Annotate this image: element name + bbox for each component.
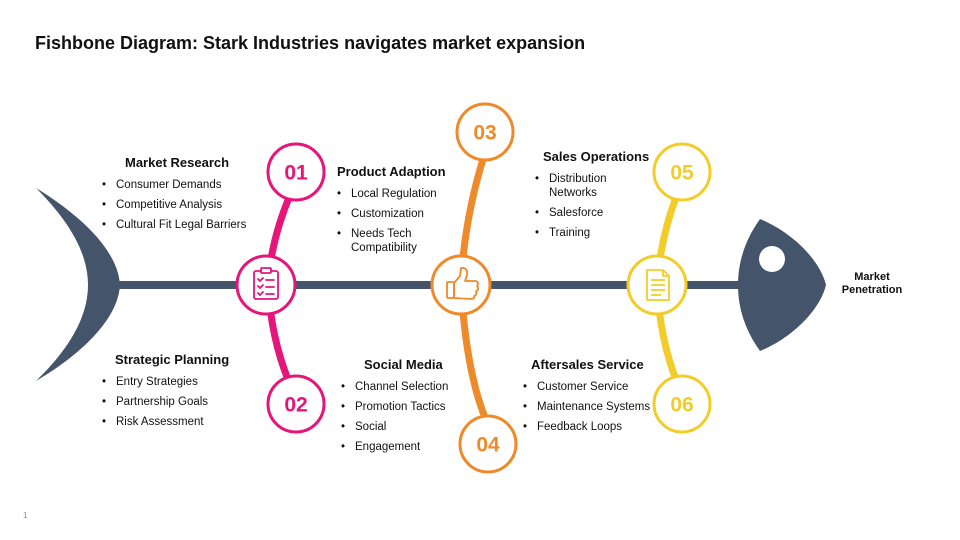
cause-04-number: 04	[476, 434, 500, 457]
cause-03-badge: 03	[455, 102, 515, 162]
hub-orange	[430, 254, 492, 316]
list-item: Competitive Analysis	[102, 198, 267, 212]
cause-05-badge: 05	[652, 142, 712, 202]
cause-03-heading: Product Adaption	[337, 164, 446, 179]
cause-04-badge: 04	[458, 414, 518, 474]
list-item: Partnership Goals	[102, 395, 252, 409]
cause-06-list: Customer Service Maintenance Systems Fee…	[523, 380, 663, 440]
fish-eye	[759, 246, 785, 272]
thumbs-up-icon	[446, 266, 479, 300]
cause-06-badge: 06	[652, 374, 712, 434]
list-item: Engagement	[341, 440, 459, 454]
cause-06-number: 06	[670, 394, 693, 417]
list-item: Salesforce	[535, 206, 633, 220]
page-title: Fishbone Diagram: Stark Industries navig…	[35, 33, 586, 53]
cause-01-number: 01	[284, 162, 308, 185]
list-item: Customer Service	[523, 380, 663, 394]
list-item: Distribution Networks	[535, 172, 633, 200]
document-icon	[646, 269, 670, 301]
list-item: Training	[535, 226, 633, 240]
cause-02-number: 02	[284, 394, 307, 417]
fish-tail	[36, 188, 120, 381]
cause-03-number: 03	[473, 122, 496, 145]
checklist-icon	[253, 267, 279, 300]
cause-02-badge: 02	[266, 374, 326, 434]
fish-head	[738, 219, 826, 351]
list-item: Risk Assessment	[102, 415, 252, 429]
fish-spine	[95, 281, 755, 289]
list-item: Consumer Demands	[102, 178, 267, 192]
cause-01-badge: 01	[266, 142, 326, 202]
list-item: Maintenance Systems	[523, 400, 663, 414]
list-item: Local Regulation	[337, 187, 449, 201]
list-item: Cultural Fit Legal Barriers	[102, 218, 267, 232]
cause-05-heading: Sales Operations	[543, 149, 650, 164]
list-item: Feedback Loops	[523, 420, 663, 434]
list-item: Customization	[337, 207, 449, 221]
cause-05-number: 05	[670, 162, 694, 185]
cause-05-list: Distribution Networks Salesforce Trainin…	[535, 172, 633, 246]
cause-02-heading: Strategic Planning	[115, 352, 230, 367]
page-number: 1	[23, 511, 28, 520]
list-item: Entry Strategies	[102, 375, 252, 389]
list-item: Channel Selection	[341, 380, 459, 394]
list-item: Social	[341, 420, 459, 434]
hub-pink	[235, 254, 297, 316]
cause-06-heading: Aftersales Service	[531, 357, 644, 372]
cause-04-list: Channel Selection Promotion Tactics Soci…	[341, 380, 459, 460]
hub-yellow	[626, 254, 688, 316]
cause-03-list: Local Regulation Customization Needs Tec…	[337, 187, 449, 261]
cause-02-list: Entry Strategies Partnership Goals Risk …	[102, 375, 252, 435]
list-item: Needs Tech Compatibility	[337, 227, 449, 255]
effect-label: Market Penetration	[841, 271, 903, 296]
cause-01-heading: Market Research	[125, 155, 230, 170]
cause-04-heading: Social Media	[364, 357, 443, 372]
list-item: Promotion Tactics	[341, 400, 459, 414]
cause-01-list: Consumer Demands Competitive Analysis Cu…	[102, 178, 267, 238]
